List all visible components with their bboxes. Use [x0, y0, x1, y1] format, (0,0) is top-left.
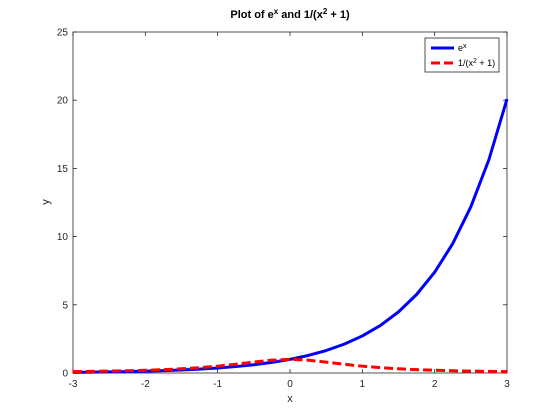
x-tick-label: 3 — [504, 379, 510, 390]
legend-label-reciprocal-tail: + 1) — [477, 58, 495, 68]
title-suffix: + 1) — [327, 9, 350, 21]
legend-box — [424, 37, 500, 73]
x-tick-label: -2 — [141, 379, 150, 390]
y-tick-label: 0 — [62, 369, 68, 380]
legend-label-reciprocal-base: 1/(x — [458, 58, 474, 68]
title-middle: and 1/(x — [278, 9, 324, 21]
legend-label-ex-base: e — [458, 43, 463, 53]
y-tick-label: 25 — [57, 28, 69, 39]
legend-label-reciprocal-superscript: 2 — [473, 58, 477, 65]
x-tick-label: 1 — [360, 379, 366, 390]
legend-label-ex: ex — [458, 43, 467, 53]
title-prefix: Plot of e — [230, 9, 273, 21]
x-tick-label: -3 — [69, 379, 78, 390]
y-tick-label: 15 — [57, 164, 69, 175]
x-tick-label: 2 — [432, 379, 438, 390]
plot-frame — [72, 31, 508, 374]
plot-area — [72, 31, 508, 374]
y-tick-label: 5 — [62, 300, 68, 311]
x-axis-label: x — [287, 393, 293, 405]
chart-title: Plot of ex and 1/(x2 + 1) — [230, 7, 350, 21]
y-axis-label: y — [40, 199, 52, 205]
title-prefix-superscript: x — [274, 7, 279, 16]
axis-ticks: -3 -2 -1 0 1 2 3 0 5 10 15 20 25 — [57, 28, 510, 391]
series-line-1 — [72, 357, 508, 374]
x-tick-label: 0 — [287, 379, 293, 390]
x-tick-label: -1 — [213, 379, 222, 390]
title-middle-superscript: 2 — [323, 7, 328, 16]
legend-label-ex-superscript: x — [463, 43, 467, 50]
legend: ex 1/(x2 + 1) — [424, 37, 500, 73]
y-tick-label: 20 — [57, 96, 69, 107]
series-layer — [72, 98, 509, 374]
legend-label-reciprocal: 1/(x2 + 1) — [458, 58, 495, 68]
y-tick-label: 10 — [57, 232, 69, 243]
